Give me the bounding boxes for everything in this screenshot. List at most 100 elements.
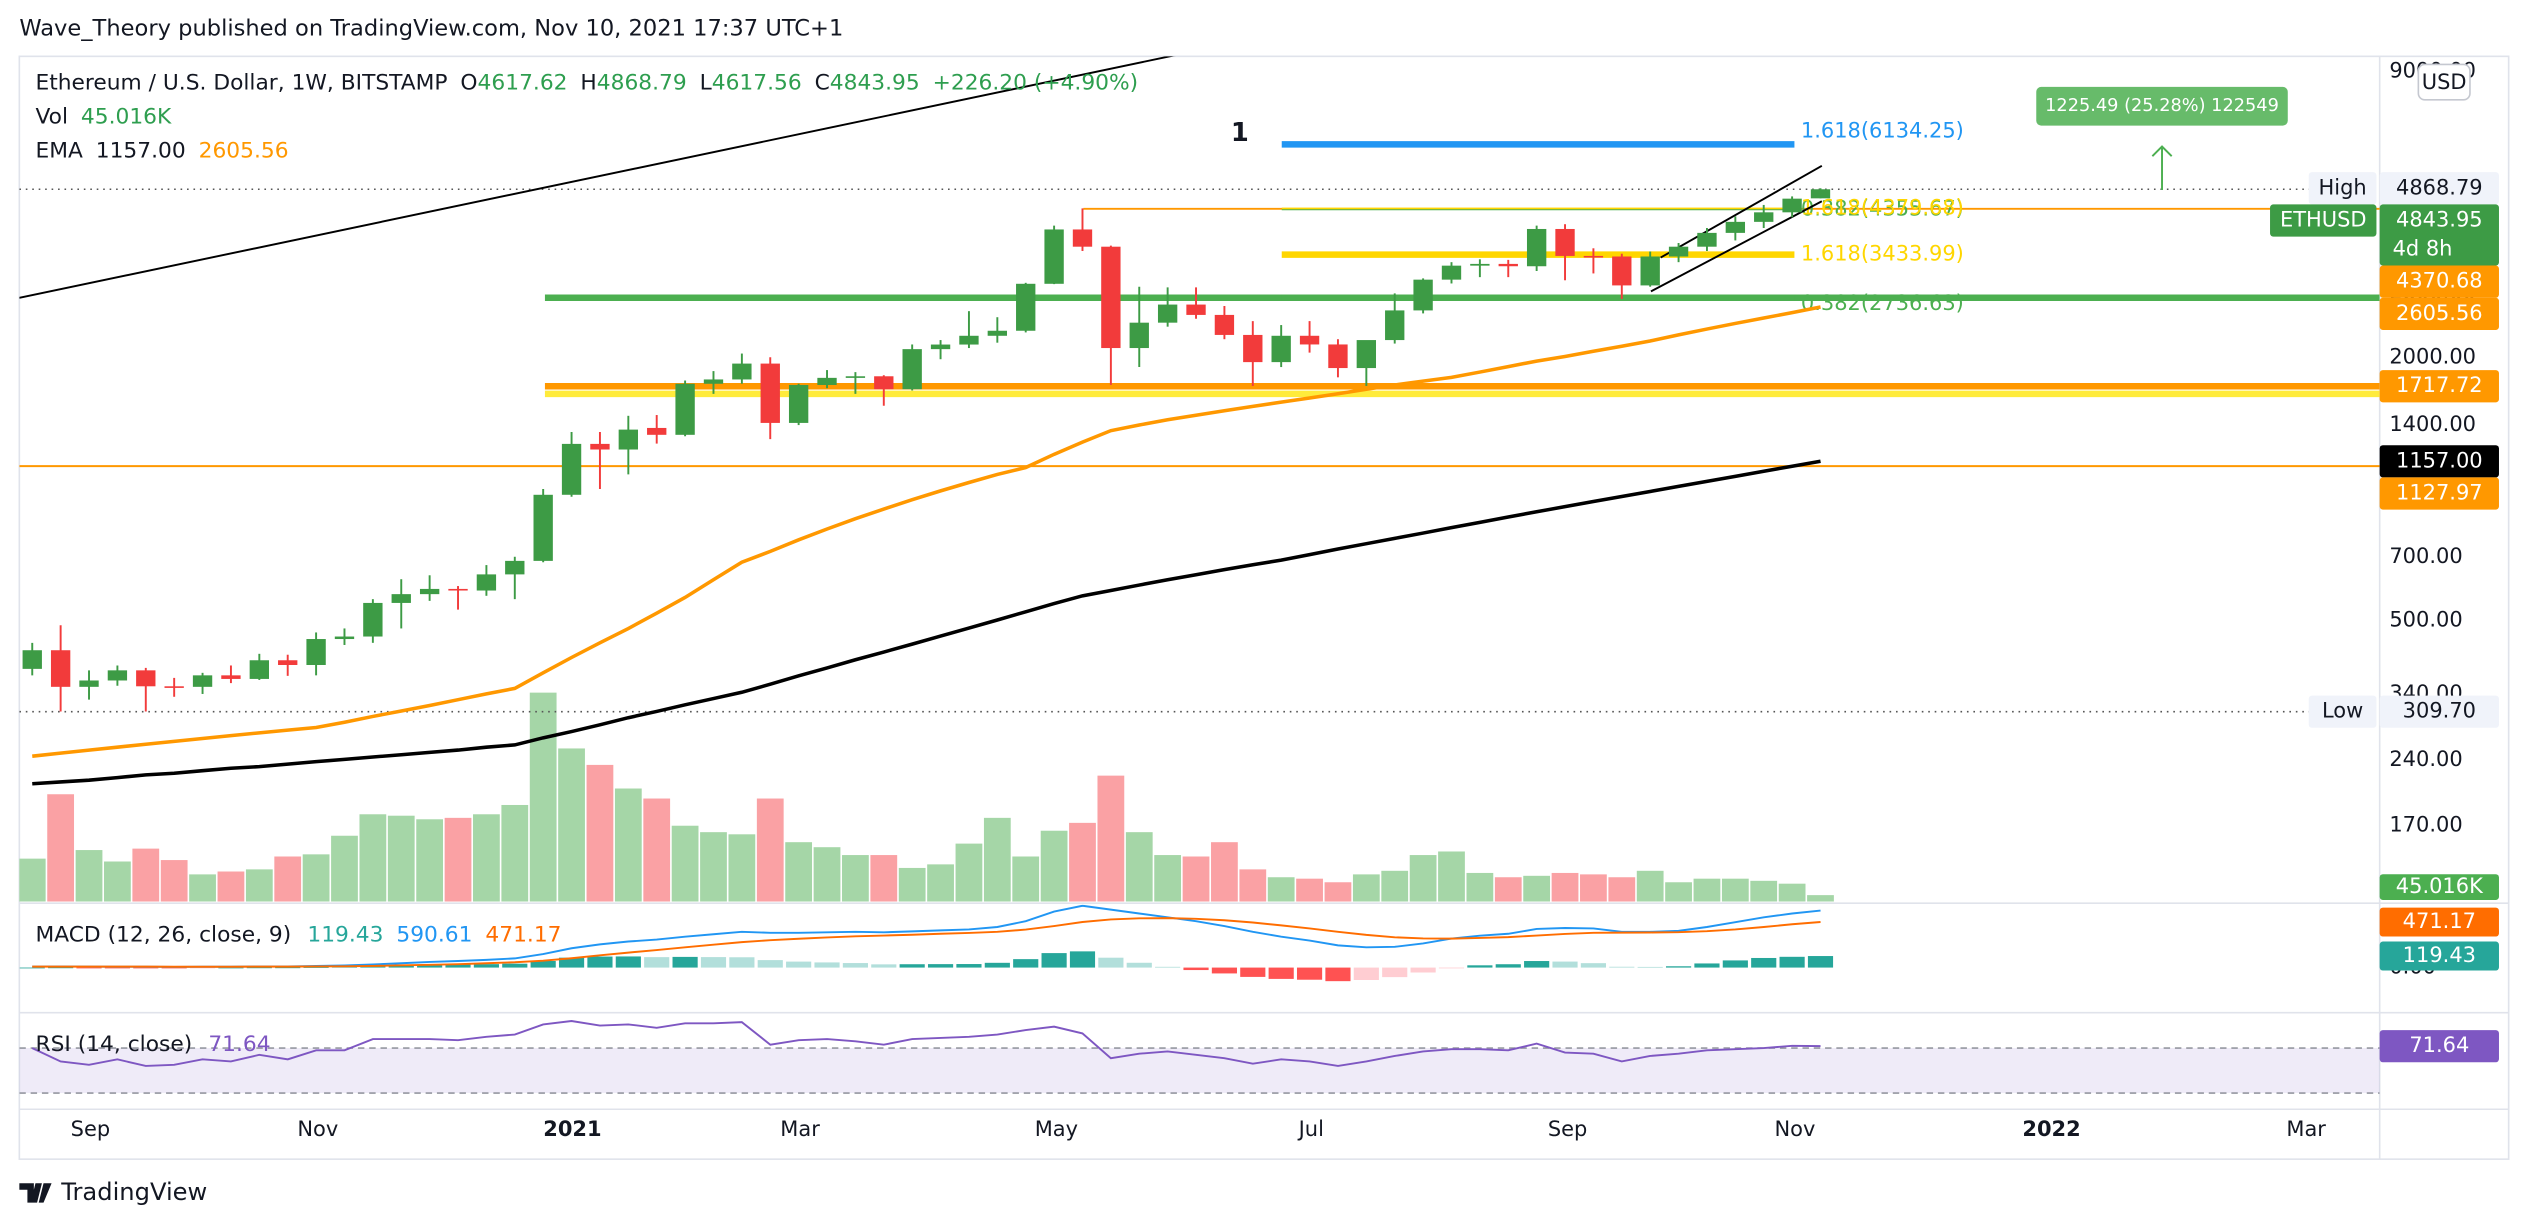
x-tick-label: May <box>1035 1117 1078 1141</box>
brand: TradingView <box>19 1178 207 1206</box>
volume-bar <box>1721 878 1749 902</box>
volume-bar <box>1750 880 1778 902</box>
x-tick-label: 2022 <box>2022 1117 2080 1141</box>
candle-body <box>1754 212 1774 222</box>
macd-histogram <box>502 963 528 968</box>
legend-row: EMA 1157.00 2605.56 <box>35 138 288 163</box>
x-tick-label: Sep <box>71 1117 110 1141</box>
candle-body <box>334 636 355 640</box>
volume-pane <box>19 692 1834 902</box>
macd-histogram <box>104 967 130 969</box>
macd-histogram <box>445 964 471 968</box>
volume-bar <box>331 835 358 902</box>
candle-body <box>22 650 42 669</box>
candle-body <box>1810 189 1831 199</box>
volume-bar <box>870 855 898 902</box>
macd-histogram <box>615 956 641 968</box>
volume-bar <box>1693 878 1721 902</box>
macd-histogram <box>956 964 982 968</box>
candle-body <box>533 494 553 561</box>
candle-body <box>1555 228 1575 256</box>
candle-body <box>1072 229 1093 247</box>
candle-body <box>448 588 468 591</box>
macd-histogram <box>927 964 954 968</box>
volume-bar <box>1012 856 1040 902</box>
volume-bar <box>19 858 46 902</box>
currency-button[interactable]: USD <box>2417 63 2471 101</box>
candle-body <box>590 443 610 450</box>
price-pane: 1.618(6134.25) 0.382(4355.67)1.618(4379.6… <box>19 56 2380 786</box>
trend-line <box>1650 200 1823 293</box>
volume-bar <box>387 815 415 902</box>
volume-bar <box>728 834 756 902</box>
legend-item: EMA <box>35 138 83 163</box>
brand-name: TradingView <box>60 1178 207 1206</box>
macd-pane <box>19 904 1834 982</box>
volume-bar <box>1807 895 1834 902</box>
candle-body <box>1186 304 1206 315</box>
macd-histogram <box>871 964 897 968</box>
candle-body <box>647 427 667 435</box>
volume-bar <box>1296 878 1323 902</box>
macd-histogram <box>814 962 840 968</box>
candle-body <box>1101 246 1121 349</box>
candle-body <box>306 639 326 665</box>
y-tick-label: 500.00 <box>2389 608 2462 632</box>
candle-body <box>476 574 497 591</box>
macd-histogram <box>984 962 1010 968</box>
price-tag-box <box>2308 172 2377 205</box>
price-label-box <box>2379 204 2499 266</box>
trend-line <box>19 56 1175 299</box>
candle-body <box>1413 279 1433 311</box>
candle-body <box>902 349 922 390</box>
currency[interactable]: USD <box>2422 70 2467 94</box>
macd-label-box <box>2379 941 2499 971</box>
candle-body <box>760 363 780 423</box>
candle-body <box>788 384 809 423</box>
macd-histogram <box>700 957 727 968</box>
macd-histogram <box>530 960 556 968</box>
candle-body <box>1612 256 1632 286</box>
candle-body <box>1243 334 1263 363</box>
volume-bar <box>1239 869 1267 902</box>
macd-histogram <box>19 967 45 969</box>
candle-body <box>874 376 894 390</box>
volume-bar <box>473 814 500 902</box>
macd-histogram <box>48 967 74 969</box>
macd-histogram <box>842 963 868 968</box>
volume-bar <box>558 748 585 902</box>
measure-box <box>2036 86 2288 126</box>
price-label-box <box>2379 477 2499 510</box>
macd-histogram <box>899 964 925 968</box>
candle-body <box>249 660 269 679</box>
macd-histogram <box>1098 957 1124 968</box>
x-tick-label: 2021 <box>543 1117 601 1141</box>
fib-label: 1.618(3433.99) <box>1801 242 1964 266</box>
macd-histogram <box>189 967 216 969</box>
macd-histogram <box>1694 963 1720 968</box>
legend-item: 71.64 <box>208 1032 270 1057</box>
macd-histogram <box>1552 961 1578 968</box>
volume-bar <box>1154 855 1182 902</box>
macd-histogram <box>1524 961 1550 968</box>
price-tag: High <box>2319 175 2367 199</box>
macd-histogram <box>729 957 755 968</box>
price-label-box <box>2379 265 2499 298</box>
rsi-line <box>31 1020 1821 1067</box>
volume-bar <box>1580 874 1607 902</box>
measure-arrow <box>2151 145 2173 190</box>
fib-label: 0.382(4355.67) <box>1801 196 1964 220</box>
volume-bar <box>217 871 245 902</box>
volume-bar <box>1352 874 1380 902</box>
candle-body <box>817 377 837 385</box>
macd-histogram <box>1155 966 1181 968</box>
macd-histogram <box>1779 956 1805 968</box>
button-frame[interactable] <box>2417 63 2471 101</box>
rsi-label: 71.64 <box>2409 1033 2469 1057</box>
macd-histogram <box>1637 966 1663 968</box>
candle-body <box>363 602 383 637</box>
candle-body <box>675 383 695 435</box>
macd-histogram <box>1353 967 1379 980</box>
volume-bar <box>189 874 216 902</box>
